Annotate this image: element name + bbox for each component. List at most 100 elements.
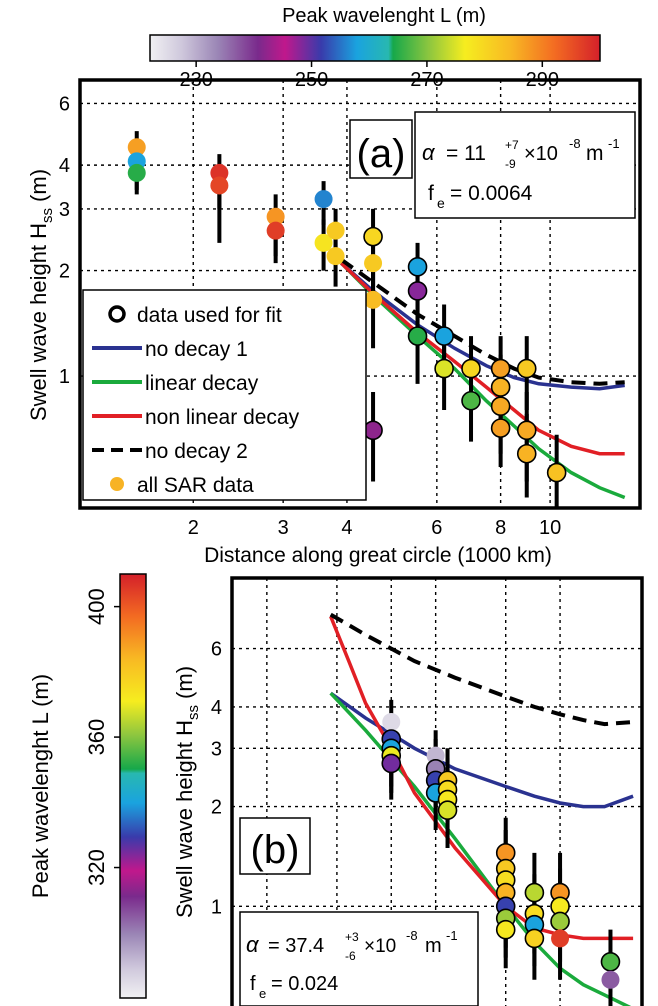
panel-b-label: (b) — [251, 828, 300, 872]
legend-marker — [110, 477, 124, 491]
legend-label: non linear decay — [145, 406, 300, 429]
panel-b: 1 2 3 4 6 (b) α = 37.4 +3 -6 ×10 -8 m -1 f e… — [172, 576, 644, 1006]
data-point — [516, 420, 537, 441]
data-point — [490, 358, 511, 379]
data-point — [266, 221, 285, 240]
panel-a-alpha: α — [422, 140, 436, 165]
panel-a-annotation-box — [414, 111, 636, 219]
panel-b-alpha-eq: = 37.4 — [268, 935, 324, 957]
data-point — [407, 281, 428, 301]
y-tick-label: 6 — [59, 93, 70, 115]
data-point — [524, 928, 545, 949]
x-tick-label: 3 — [278, 517, 289, 539]
data-point — [326, 247, 345, 266]
data-point — [364, 290, 383, 309]
legend-label: data used for fit — [137, 304, 282, 327]
colorbar-b-tick-label: 360 — [84, 719, 109, 756]
y-tick-label: 3 — [211, 738, 222, 760]
panel-a-alpha-unit-exp: -1 — [608, 136, 620, 151]
panel-a-legend: data used for fit no decay 1 linear decay n… — [82, 289, 367, 501]
data-point — [546, 462, 567, 483]
x-tick-label: 2 — [188, 517, 199, 539]
data-point — [490, 396, 511, 417]
data-point — [490, 418, 511, 438]
panel-a-alpha-scale: ×10 — [524, 143, 558, 165]
data-point — [437, 800, 458, 821]
y-tick-label: 4 — [211, 697, 222, 719]
data-point — [551, 929, 570, 948]
panel-b-alpha-scale: ×10 — [364, 936, 396, 957]
panel-a-xlabel: Distance along great circle (1000 km) — [204, 544, 552, 567]
data-point — [127, 163, 146, 182]
colorbar-b-title: Peak wavelenght L (m) — [28, 674, 53, 898]
data-point — [127, 138, 146, 157]
data-point — [495, 919, 516, 940]
legend-label: no decay 2 — [145, 440, 248, 463]
panel-b-alpha-unit-exp: -1 — [446, 928, 458, 943]
colorbar-b-tick-label: 400 — [84, 588, 109, 625]
panel-b-label-box — [239, 817, 311, 875]
data-point — [600, 951, 621, 972]
data-point — [434, 358, 454, 379]
legend-label: all SAR data — [137, 474, 254, 497]
data-point — [210, 163, 229, 182]
curve-no-decay-1 — [329, 691, 634, 809]
panel-a-curves — [340, 257, 626, 500]
panel-a-ylabel: Swell wave height Hss(m) — [26, 169, 56, 421]
panel-a-alpha-sup: +7 — [505, 138, 519, 152]
panel-a-frame — [78, 78, 642, 510]
data-point — [210, 176, 229, 195]
panel-a-alpha-unit: m — [586, 142, 604, 165]
data-point — [516, 358, 537, 379]
y-tick-label: 1 — [59, 366, 70, 388]
data-point — [314, 233, 333, 252]
panel-b-ylabel: Swell wave height Hss(m) — [172, 666, 202, 918]
data-point — [314, 190, 333, 209]
panel-b-points — [381, 699, 621, 1006]
panel-b-frame — [230, 576, 644, 1006]
panel-b-fe-value: = 0.024 — [271, 973, 338, 995]
data-point — [266, 207, 285, 226]
panel-a-fe-value: = 0.0064 — [450, 182, 533, 205]
colorbar-b-tick-label: 320 — [84, 849, 109, 886]
colorbar-a-title: Peak wavelenght L (m) — [282, 5, 486, 27]
panel-a-fe-sub: e — [437, 195, 445, 211]
panel-a-label-box — [349, 119, 413, 179]
data-point — [524, 882, 545, 903]
data-point — [382, 713, 401, 732]
data-point — [326, 221, 345, 240]
curve-no-decay-2 — [329, 612, 634, 727]
curve-non-linear-decay — [329, 615, 634, 941]
panel-a-alpha-sub: -9 — [505, 157, 516, 171]
y-tick-label: 1 — [211, 896, 222, 918]
legend-label: linear decay — [145, 372, 259, 395]
y-tick-label: 4 — [59, 155, 70, 177]
panel-a-points — [127, 131, 567, 508]
panel-b-fe-sub: e — [259, 986, 266, 1001]
panel-a-fe: f — [428, 182, 434, 205]
colorbar-b-ticks: 320 360 400 — [84, 588, 120, 886]
colorbar-a-ticks: 230 250 270 290 — [179, 61, 559, 91]
legend-box — [82, 289, 367, 501]
panel-a-alpha-exp: -8 — [569, 136, 581, 151]
panel-b-alpha-sup: +3 — [345, 930, 359, 944]
data-point — [381, 753, 402, 774]
x-tick-label: 8 — [495, 517, 506, 539]
legend-label: no decay 1 — [145, 338, 248, 361]
x-tick-label: 4 — [341, 517, 352, 539]
panel-a-alpha-eq: = 11 — [446, 142, 486, 165]
y-tick-label: 2 — [211, 797, 222, 819]
panel-b-fe: f — [250, 973, 256, 995]
data-point — [461, 358, 481, 379]
panel-b-alpha-sub: -6 — [345, 949, 356, 963]
data-point — [550, 911, 570, 932]
data-point — [461, 390, 481, 411]
data-point — [490, 377, 511, 397]
data-point — [601, 970, 620, 989]
x-tick-label: 6 — [431, 517, 442, 539]
panel-b-tick-labels: 1 2 3 4 6 — [211, 639, 222, 919]
y-tick-label: 6 — [211, 639, 222, 661]
